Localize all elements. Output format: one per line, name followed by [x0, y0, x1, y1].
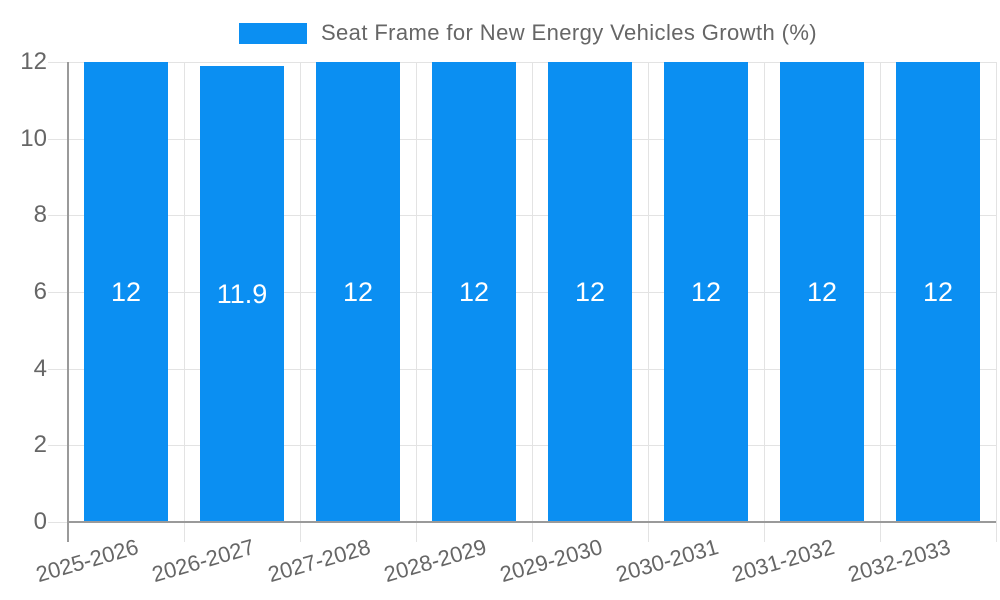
y-tick — [48, 139, 68, 140]
x-tick-label: 2029-2030 — [496, 534, 605, 588]
x-tick — [764, 522, 765, 542]
bar — [316, 62, 400, 522]
y-tick-label: 8 — [33, 201, 47, 228]
x-tick-label: 2032-2033 — [844, 534, 953, 588]
v-gridline — [996, 62, 997, 522]
y-tick — [48, 215, 68, 216]
y-tick-label: 0 — [33, 508, 47, 535]
legend[interactable]: Seat Frame for New Energy Vehicles Growt… — [0, 20, 1000, 46]
bar — [432, 62, 516, 522]
y-tick — [48, 62, 68, 63]
x-tick — [532, 522, 533, 542]
bar-value-label: 12 — [806, 277, 838, 307]
bar-value-label: 12 — [110, 277, 142, 307]
x-tick-label: 2028-2029 — [380, 534, 489, 588]
x-tick — [184, 522, 185, 542]
x-tick — [416, 522, 417, 542]
y-tick-label: 2 — [33, 431, 47, 458]
x-tick-label: 2026-2027 — [148, 534, 257, 588]
y-tick — [48, 369, 68, 370]
bar-value-label: 12 — [458, 277, 490, 307]
y-tick-label: 6 — [33, 278, 47, 305]
legend-label: Seat Frame for New Energy Vehicles Growt… — [320, 20, 818, 45]
bar — [548, 62, 632, 522]
v-gridline — [648, 62, 649, 522]
v-gridline — [416, 62, 417, 522]
bar-value-label: 12 — [690, 277, 722, 307]
x-tick — [300, 522, 301, 542]
bar-value-label: 11.9 — [216, 279, 268, 309]
y-tick — [48, 522, 68, 523]
v-gridline — [880, 62, 881, 522]
x-tick — [648, 522, 649, 542]
x-axis-line — [68, 521, 996, 523]
x-tick — [996, 522, 997, 542]
bar-value-label: 12 — [922, 277, 954, 307]
legend-swatch — [238, 22, 307, 44]
x-tick-label: 2030-2031 — [612, 534, 721, 588]
x-tick-label: 2027-2028 — [264, 534, 373, 588]
y-axis-line — [67, 62, 69, 542]
bar-value-label: 12 — [342, 277, 374, 307]
y-tick-label: 10 — [20, 125, 47, 152]
y-tick — [48, 292, 68, 293]
v-gridline — [184, 62, 185, 522]
x-tick — [880, 522, 881, 542]
x-tick-label: 2031-2032 — [728, 534, 837, 588]
bar — [664, 62, 748, 522]
v-gridline — [764, 62, 765, 522]
bar — [84, 62, 168, 522]
y-tick-label: 4 — [33, 355, 47, 382]
v-gridline — [532, 62, 533, 522]
bar — [896, 62, 980, 522]
bar — [780, 62, 864, 522]
x-tick-label: 2025-2026 — [32, 534, 141, 588]
v-gridline — [300, 62, 301, 522]
bar-value-label: 12 — [574, 277, 606, 307]
bar — [200, 65, 284, 522]
y-tick — [48, 445, 68, 446]
y-tick-label: 12 — [20, 48, 47, 75]
